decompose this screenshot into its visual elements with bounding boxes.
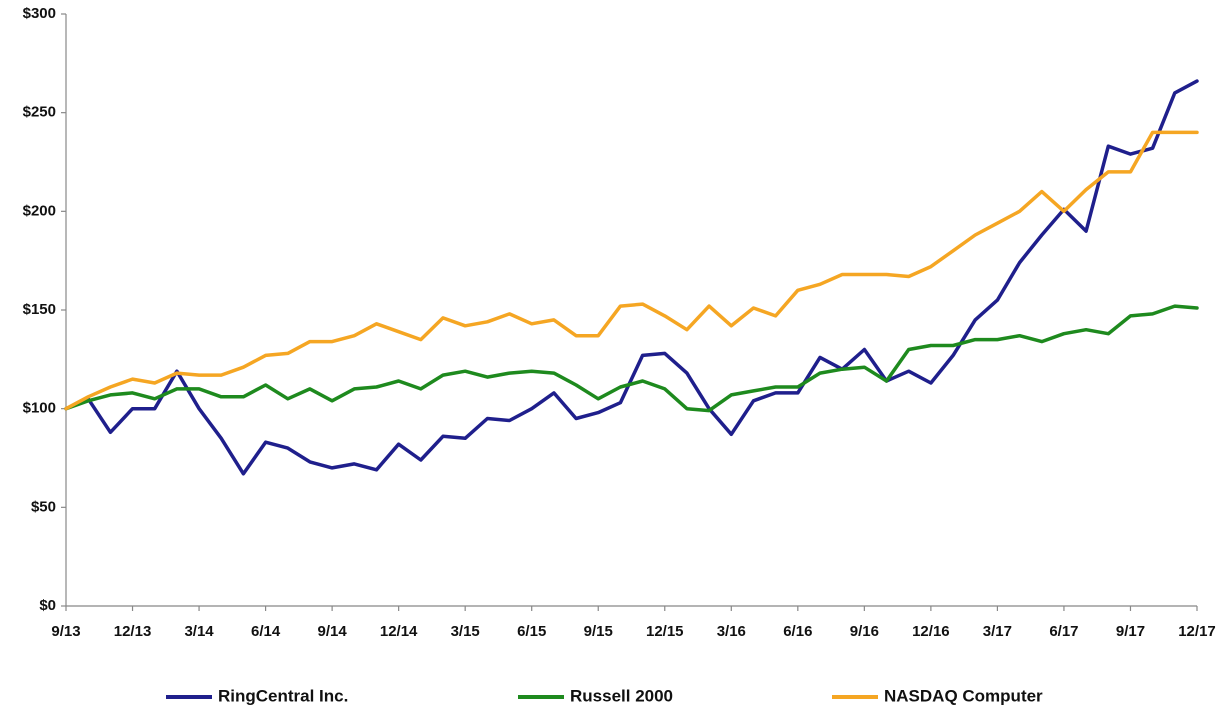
x-tick-label: 12/13 — [114, 623, 152, 640]
x-tick-label: 3/16 — [717, 623, 746, 640]
y-tick-label: $300 — [23, 5, 56, 22]
x-tick-label: 9/17 — [1116, 623, 1145, 640]
x-tick-label: 12/17 — [1178, 623, 1216, 640]
legend-label: RingCentral Inc. — [218, 686, 348, 705]
series-line — [64, 130, 1199, 411]
x-tick-label: 9/15 — [584, 623, 613, 640]
x-tick-label: 12/16 — [912, 623, 950, 640]
x-tick-label: 9/14 — [318, 623, 348, 640]
x-tick-label: 9/16 — [850, 623, 879, 640]
x-tick-label: 9/13 — [51, 623, 80, 640]
series-line — [64, 304, 1199, 413]
legend-label: Russell 2000 — [570, 686, 673, 705]
x-tick-label: 6/16 — [783, 623, 812, 640]
x-tick-label: 12/15 — [646, 623, 684, 640]
legend-label: NASDAQ Computer — [884, 686, 1043, 705]
series-line — [64, 79, 1199, 476]
y-tick-label: $250 — [23, 104, 56, 121]
y-tick-label: $0 — [39, 597, 56, 614]
x-tick-label: 3/15 — [451, 623, 480, 640]
x-tick-label: 12/14 — [380, 623, 418, 640]
y-tick-label: $100 — [23, 400, 56, 417]
y-tick-label: $150 — [23, 301, 56, 318]
x-tick-label: 6/17 — [1049, 623, 1078, 640]
y-tick-label: $50 — [31, 498, 56, 515]
x-tick-label: 3/17 — [983, 623, 1012, 640]
x-tick-label: 3/14 — [184, 623, 214, 640]
x-tick-label: 6/15 — [517, 623, 546, 640]
y-tick-label: $200 — [23, 202, 56, 219]
x-tick-label: 6/14 — [251, 623, 281, 640]
